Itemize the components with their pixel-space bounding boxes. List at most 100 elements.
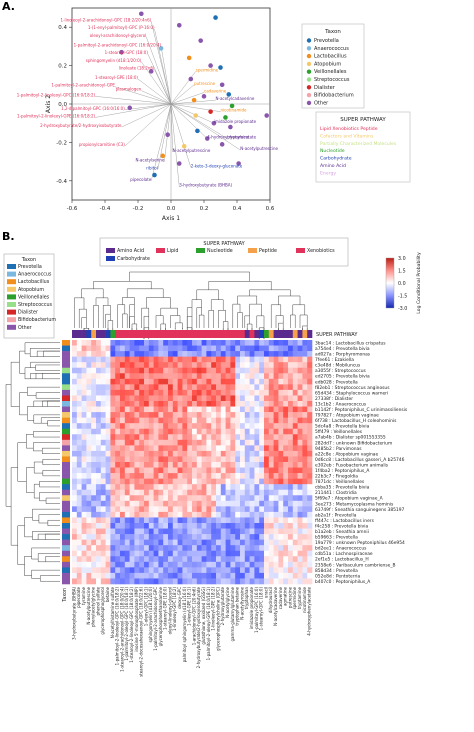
heatmap-cell bbox=[139, 434, 145, 441]
heatmap-cell bbox=[134, 500, 140, 507]
heatmap-cell bbox=[120, 572, 126, 579]
heatmap-cell bbox=[76, 445, 82, 452]
heatmap-cell bbox=[139, 556, 145, 563]
heatmap-cell bbox=[254, 500, 260, 507]
heatmap-cell bbox=[134, 340, 140, 346]
heatmap-cell bbox=[259, 340, 265, 346]
heatmap-cell bbox=[264, 550, 270, 557]
heatmap-cell bbox=[153, 356, 159, 363]
heatmap-cell bbox=[192, 528, 198, 535]
heatmap-cell bbox=[72, 523, 78, 529]
heatmap-cell bbox=[110, 567, 116, 574]
heatmap-cell bbox=[297, 578, 303, 585]
heatmap-cell bbox=[168, 523, 174, 529]
heatmap-cell bbox=[187, 378, 193, 385]
heatmap-cell bbox=[158, 500, 164, 507]
heatmap-cell bbox=[153, 484, 159, 491]
taxon-bar-cell bbox=[62, 484, 70, 491]
heatmap-cell bbox=[254, 389, 260, 396]
heatmap-cell bbox=[153, 395, 159, 402]
heatmap-cell bbox=[288, 539, 294, 546]
row-label: 27338f : Dialister bbox=[315, 396, 353, 402]
column-label: deoxy-GPC bbox=[177, 587, 182, 609]
heatmap-cell bbox=[278, 417, 284, 424]
heatmap-cell bbox=[148, 550, 154, 557]
heatmap-cell bbox=[182, 445, 188, 452]
heatmap-cell bbox=[100, 412, 106, 418]
heatmap-cell bbox=[158, 462, 164, 468]
heatmap-cell bbox=[201, 462, 207, 468]
super-pathway-bar-cell bbox=[196, 330, 202, 338]
heatmap-cell bbox=[91, 434, 97, 441]
heatmap-cell bbox=[225, 412, 231, 418]
heatmap-cell bbox=[307, 517, 313, 524]
heatmap-cell bbox=[254, 434, 260, 441]
heatmap-cell bbox=[124, 567, 130, 574]
heatmap-cell bbox=[249, 495, 255, 502]
heatmap-cell bbox=[268, 534, 274, 540]
heatmap-cell bbox=[72, 511, 78, 518]
heatmap-cell bbox=[115, 434, 121, 441]
heatmap-cell bbox=[268, 351, 274, 357]
heatmap-cell bbox=[91, 423, 97, 430]
heatmap-cell bbox=[115, 412, 121, 418]
heatmap-cell bbox=[76, 389, 82, 396]
column-label: N-acetylputrescine bbox=[86, 586, 91, 624]
heatmap-cell bbox=[124, 345, 130, 352]
heatmap-cell bbox=[254, 373, 260, 380]
heatmap-cell bbox=[187, 567, 193, 574]
heatmap-cell bbox=[230, 561, 236, 568]
heatmap-cell bbox=[206, 478, 212, 485]
heatmap-cell bbox=[254, 401, 260, 407]
heatmap-cell bbox=[124, 450, 130, 457]
heatmap-cell bbox=[172, 572, 178, 579]
heatmap-cell bbox=[292, 423, 298, 430]
heatmap-cell bbox=[72, 412, 78, 418]
taxon-bar-cell bbox=[62, 495, 70, 502]
heatmap-cell bbox=[201, 373, 207, 380]
heatmap-cell bbox=[244, 439, 250, 446]
heatmap-cell bbox=[129, 439, 135, 446]
heatmap-cell bbox=[105, 456, 111, 463]
heatmap-cell bbox=[259, 456, 265, 463]
heatmap-cell bbox=[168, 340, 174, 346]
heatmap-cell bbox=[134, 356, 140, 363]
heatmap-cell bbox=[230, 484, 236, 491]
heatmap-cell bbox=[110, 417, 116, 424]
heatmap-cell bbox=[177, 517, 183, 524]
heatmap-cell bbox=[225, 434, 231, 441]
heatmap-cell bbox=[283, 384, 289, 391]
heatmap-cell bbox=[86, 473, 92, 479]
heatmap-cell bbox=[91, 340, 97, 346]
heatmap-cell bbox=[283, 340, 289, 346]
pathway-legend-box bbox=[315, 111, 411, 183]
heatmap-cell bbox=[307, 401, 313, 407]
heatmap-cell bbox=[211, 450, 217, 457]
heatmap-cell bbox=[283, 572, 289, 579]
heatmap-cell bbox=[216, 434, 222, 441]
heatmap-cell bbox=[196, 384, 202, 391]
heatmap-cell bbox=[76, 539, 82, 546]
heatmap-cell bbox=[259, 506, 265, 513]
heatmap-cell bbox=[192, 495, 198, 502]
heatmap-cell bbox=[273, 517, 279, 524]
heatmap-cell bbox=[158, 406, 164, 413]
heatmap-cell bbox=[273, 489, 279, 496]
heatmap-cell bbox=[139, 495, 145, 502]
heatmap-cell bbox=[168, 412, 174, 418]
row-label: 797827 : Atopobium vaginae bbox=[315, 413, 379, 419]
heatmap-cell bbox=[105, 362, 111, 369]
column-label: 1-stearoyl-2-arachidonoyl-GPC (18:0/20:4… bbox=[119, 587, 124, 672]
x-tick-label: 0.6 bbox=[266, 206, 275, 212]
heatmap-cell bbox=[110, 561, 116, 568]
heatmap-cell bbox=[105, 506, 111, 513]
heatmap-cell bbox=[244, 389, 250, 396]
heatmap-cell bbox=[230, 478, 236, 485]
heatmap-cell bbox=[110, 445, 116, 452]
heatmap-cell bbox=[129, 484, 135, 491]
heatmap-cell bbox=[278, 489, 284, 496]
heatmap-cell bbox=[192, 500, 198, 507]
heatmap-cell bbox=[96, 578, 102, 585]
heatmap-cell bbox=[254, 456, 260, 463]
super-pathway-bar-cell bbox=[144, 330, 150, 338]
